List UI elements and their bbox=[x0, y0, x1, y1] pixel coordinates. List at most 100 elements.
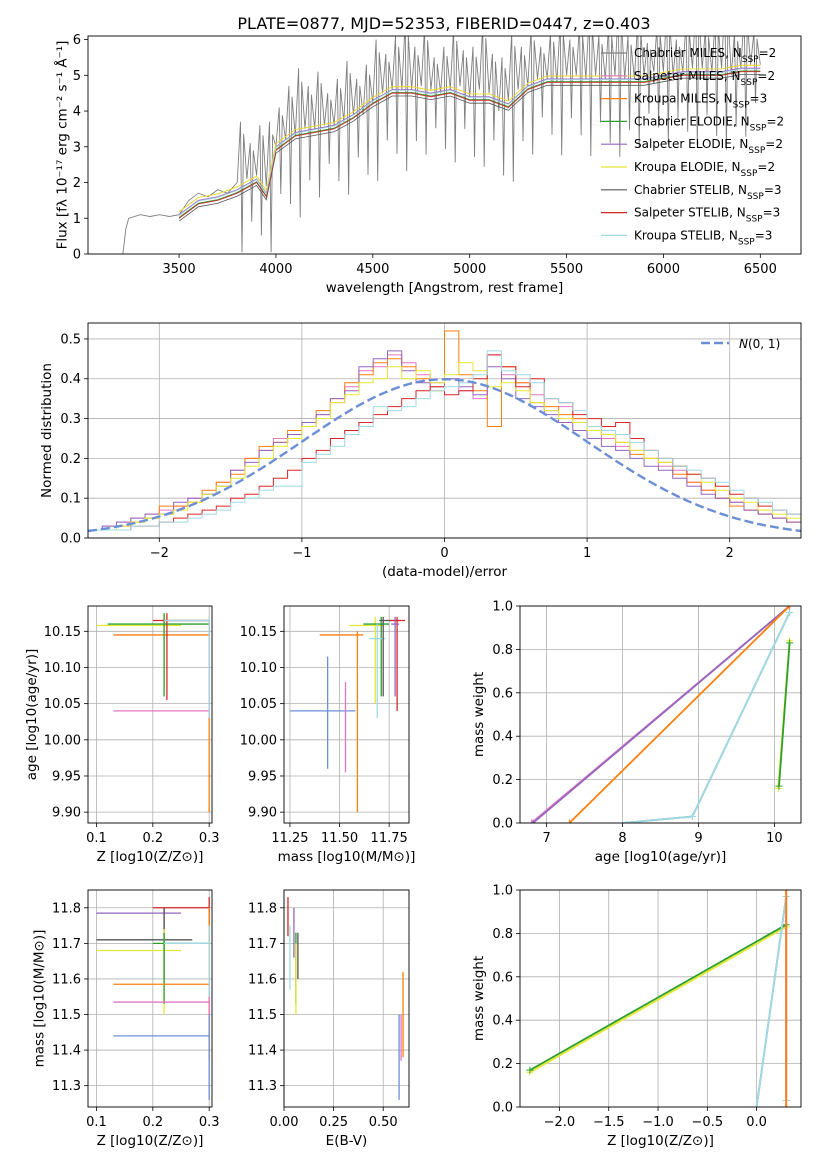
age-vs-mass-frame bbox=[283, 605, 410, 824]
x-axis-label: wavelength [Angstrom, rest frame] bbox=[326, 280, 564, 296]
y-tick-label: 1.0 bbox=[492, 884, 513, 899]
x-tick-label: 0.2 bbox=[142, 1115, 163, 1130]
mass-weight-vs-z-axes: −2.0 −1.5 −1.0 −0.5 0.0 0.0 0.2 0.4 0.6 0.8 1.0 Z [… bbox=[471, 884, 801, 1149]
y-tick-label: 11.5 bbox=[52, 1008, 81, 1023]
y-tick-label: 11.4 bbox=[52, 1044, 81, 1059]
age-vs-mass-plot bbox=[289, 616, 406, 813]
x-tick-label: 0.0 bbox=[746, 1115, 767, 1130]
mass-vs-z-plot bbox=[96, 897, 210, 1100]
y-tick-label: 0.4 bbox=[492, 730, 513, 745]
y-axis-label: mass weight bbox=[471, 672, 487, 757]
y-tick-label: 10.00 bbox=[44, 733, 81, 748]
y-axis-label: age [log10(age/yr)] bbox=[24, 649, 40, 781]
y-tick-label: 0 bbox=[73, 248, 81, 263]
x-axis-label: Z [log10(Z/Z⊙)] bbox=[607, 1133, 714, 1149]
x-axis-label: mass [log10(M/M⊙)] bbox=[278, 849, 416, 865]
y-tick-label: 0.6 bbox=[492, 970, 513, 985]
x-tick-label: 0.3 bbox=[199, 831, 220, 846]
y-tick-label: 11.3 bbox=[248, 1079, 277, 1094]
age-vs-z-plot bbox=[96, 613, 210, 813]
observed-spectrum-line bbox=[122, 36, 761, 254]
x-tick-label: −1.0 bbox=[642, 1115, 674, 1130]
x-tick-label: 0.25 bbox=[319, 1115, 348, 1130]
y-tick-label: 5 bbox=[73, 69, 81, 84]
x-tick-label: 11.25 bbox=[271, 831, 308, 846]
y-tick-label: 0.2 bbox=[60, 452, 81, 467]
y-tick-label: 11.7 bbox=[248, 937, 277, 952]
x-tick-label: 0 bbox=[440, 546, 448, 561]
x-axis-label: Z [log10(Z/Z⊙)] bbox=[97, 1133, 204, 1149]
x-tick-label: −0.5 bbox=[692, 1115, 724, 1130]
y-tick-label: 0.8 bbox=[492, 927, 513, 942]
legend-label: Salpeter STELIB, NSSP=3 bbox=[634, 206, 780, 225]
age-vs-z-frame bbox=[87, 605, 213, 824]
y-tick-label: 0.5 bbox=[60, 332, 81, 347]
y-tick-label: 10.05 bbox=[240, 697, 277, 712]
spectrum-legend: Chabrier MILES, NSSP=2 Salpeter MILES, NS… bbox=[601, 46, 784, 247]
y-tick-label: 9.90 bbox=[248, 806, 277, 821]
mass-vs-z-frame bbox=[87, 889, 213, 1108]
x-tick-label: 8 bbox=[618, 831, 626, 846]
y-tick-label: 11.3 bbox=[52, 1079, 81, 1094]
x-axis-label: E(B-V) bbox=[326, 1133, 368, 1149]
x-tick-label: −2.0 bbox=[544, 1115, 576, 1130]
model-spectrum-line bbox=[178, 64, 761, 213]
x-tick-label: 0.50 bbox=[369, 1115, 398, 1130]
x-tick-label: 7 bbox=[542, 831, 550, 846]
y-tick-label: 0.6 bbox=[492, 686, 513, 701]
legend-label: Salpeter MILES, NSSP=2 bbox=[634, 69, 775, 88]
y-tick-label: 0.0 bbox=[60, 532, 81, 547]
y-tick-label: 11.6 bbox=[248, 972, 277, 987]
y-tick-label: 2 bbox=[73, 176, 81, 191]
legend-label: Chabrier STELIB, NSSP=3 bbox=[634, 183, 782, 202]
histogram-step-line bbox=[88, 350, 801, 538]
x-tick-label: −2 bbox=[150, 546, 169, 561]
mass-weight-vs-age-frame bbox=[519, 605, 802, 824]
y-tick-label: 1 bbox=[73, 212, 81, 227]
x-tick-label: 9 bbox=[694, 831, 702, 846]
y-tick-label: 0.2 bbox=[492, 1057, 513, 1072]
y-axis-label: Flux [fλ 10⁻¹⁷ erg cm⁻² s⁻¹ Å⁻¹] bbox=[53, 41, 70, 250]
y-tick-label: 9.95 bbox=[248, 769, 277, 784]
mass-vs-ebv-plot bbox=[287, 897, 404, 1100]
legend-label: Salpeter ELODIE, NSSP=2 bbox=[634, 137, 783, 156]
y-tick-label: 0.4 bbox=[492, 1014, 513, 1029]
y-tick-label: 0.2 bbox=[492, 773, 513, 788]
mass-weight-line bbox=[755, 896, 788, 1107]
mass-weight-line bbox=[622, 612, 791, 823]
x-tick-label: 6000 bbox=[647, 262, 680, 277]
x-tick-label: 6500 bbox=[744, 262, 777, 277]
mass-weight-vs-age-axes: 7 8 9 10 0.0 0.2 0.4 0.6 0.8 1.0 age [log10(age/yr… bbox=[471, 600, 801, 865]
y-tick-label: 10.10 bbox=[44, 661, 81, 676]
x-tick-label: 4000 bbox=[259, 262, 292, 277]
mass-weight-line bbox=[532, 606, 791, 823]
y-tick-label: 10.05 bbox=[44, 697, 81, 712]
x-tick-label: 0.00 bbox=[270, 1115, 299, 1130]
y-tick-label: 0.4 bbox=[60, 372, 81, 387]
mass-weight-vs-z-plot bbox=[526, 890, 790, 1107]
mass-weight-line bbox=[529, 923, 787, 1071]
y-tick-label: 11.7 bbox=[52, 937, 81, 952]
model-spectrum-line bbox=[178, 74, 761, 222]
mass-weight-line bbox=[622, 612, 791, 823]
mass-weight-line bbox=[529, 926, 787, 1074]
y-tick-label: 9.90 bbox=[52, 806, 81, 821]
legend-label: Kroupa ELODIE, NSSP=2 bbox=[634, 160, 775, 179]
y-tick-label: 1.0 bbox=[492, 600, 513, 615]
residuals-axes: −2 −1 0 1 2 0.0 0.1 0.2 0.3 0.4 0.5 (data-model)/er… bbox=[39, 323, 801, 580]
x-tick-label: 0.3 bbox=[199, 1115, 220, 1130]
y-tick-label: 0.3 bbox=[60, 412, 81, 427]
spectrum-plot bbox=[122, 36, 761, 254]
y-tick-label: 11.6 bbox=[52, 972, 81, 987]
y-tick-label: 11.4 bbox=[248, 1044, 277, 1059]
y-axis-label: mass weight bbox=[471, 956, 487, 1041]
mass-vs-ebv-axes: 0.00 0.25 0.50 11.3 11.4 11.5 11.6 11.7 11.8 E(B-… bbox=[248, 890, 409, 1149]
y-tick-label: 9.95 bbox=[52, 769, 81, 784]
y-tick-label: 10.10 bbox=[240, 661, 277, 676]
y-tick-label: 11.5 bbox=[248, 1008, 277, 1023]
x-axis-label: Z [log10(Z/Z⊙)] bbox=[97, 849, 204, 865]
x-tick-label: 0.1 bbox=[86, 1115, 107, 1130]
y-tick-label: 4 bbox=[73, 105, 81, 120]
age-vs-z-axes: 0.1 0.2 0.3 9.90 9.95 10.00 10.05 10.10 10.15 Z [… bbox=[24, 606, 220, 865]
